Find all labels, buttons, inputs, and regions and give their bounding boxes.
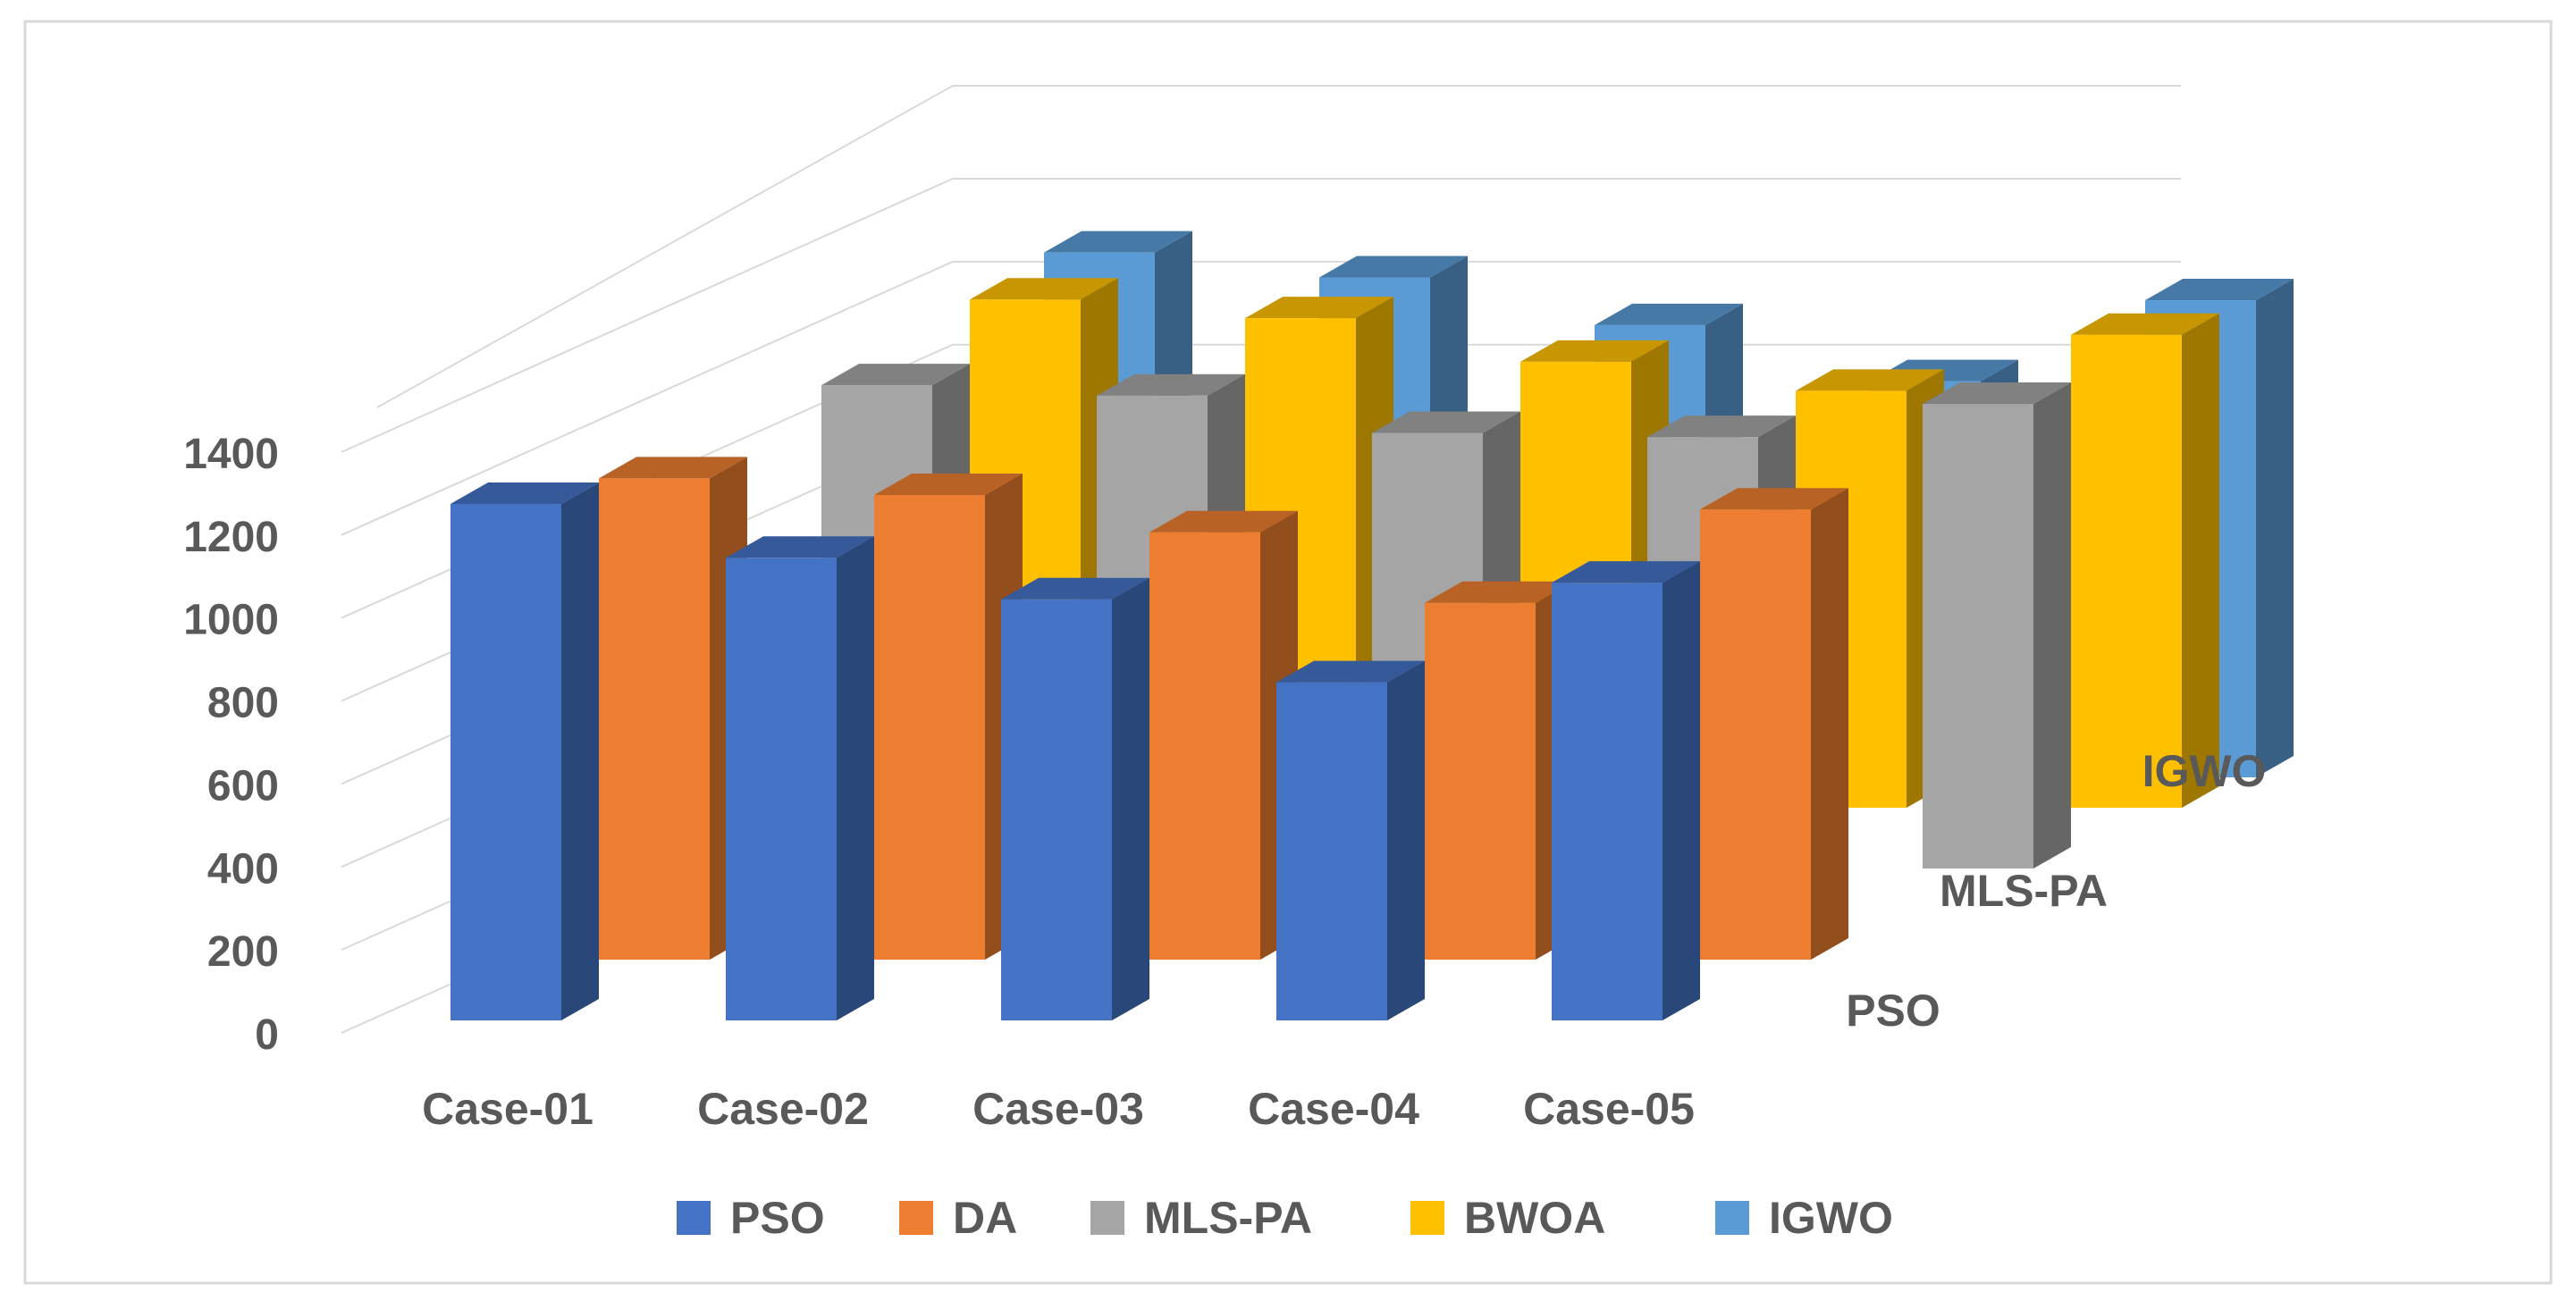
bar-top: [1647, 415, 1796, 438]
bar-top: [1044, 231, 1192, 253]
bar-da-case-02: [874, 473, 1023, 960]
legend: PSO DA MLS-PA BWOA IGWO: [677, 1193, 1893, 1243]
gridline-side: [341, 260, 954, 536]
x-tick-label: Case-04: [1248, 1084, 1419, 1134]
bar-top: [1595, 303, 1743, 325]
bar-front: [1001, 599, 1112, 1020]
bar-front: [1149, 532, 1260, 960]
legend-label: MLS-PA: [1144, 1193, 1312, 1243]
y-tick-label: 1000: [183, 597, 279, 644]
legend-item-bwoa: BWOA: [1410, 1193, 1605, 1243]
bar-side: [1112, 577, 1149, 1020]
legend-swatch: [899, 1201, 933, 1235]
x-tick-label: Case-02: [697, 1084, 869, 1134]
legend-label: PSO: [730, 1193, 825, 1243]
legend-label: DA: [953, 1193, 1017, 1243]
bar-front: [726, 558, 837, 1020]
bar-top: [599, 457, 747, 479]
depth-axis-label: MLS-PA: [1940, 866, 2108, 916]
bar-top: [1923, 382, 2071, 404]
y-axis-tick-labels: 0 200 400 600 800 1000 1200 1400: [183, 431, 279, 1059]
y-tick-label: 1400: [183, 431, 279, 478]
bar-top: [1319, 256, 1468, 278]
x-tick-label: Case-01: [422, 1084, 593, 1134]
bar-da-case-01: [599, 457, 747, 960]
bar-mls-pa-case-05: [1923, 382, 2071, 868]
bar-pso-case-01: [450, 482, 599, 1020]
bar-side: [2256, 279, 2294, 777]
bars: [450, 231, 2294, 1020]
bar-front: [874, 494, 985, 960]
x-tick-label: Case-05: [1523, 1084, 1695, 1134]
x-axis-tick-labels: Case-01 Case-02 Case-03 Case-04 Case-05: [422, 1084, 1695, 1134]
gridline-side: [376, 85, 954, 408]
bar-top: [1520, 340, 1669, 362]
bar-front: [1276, 682, 1387, 1020]
bar-top: [1149, 510, 1298, 533]
y-tick-label: 200: [207, 928, 279, 976]
bar-side: [2182, 313, 2219, 808]
y-tick-label: 0: [255, 1011, 279, 1059]
bar-top: [450, 482, 599, 504]
legend-item-da: DA: [899, 1193, 1017, 1243]
legend-label: IGWO: [1769, 1193, 1893, 1243]
bar-side: [1811, 488, 1848, 960]
bar-side: [837, 536, 874, 1020]
bar-side: [1387, 660, 1425, 1020]
bar-front: [599, 478, 710, 960]
bar-side: [2033, 382, 2071, 868]
bar-front: [1700, 509, 1811, 960]
bar-front: [450, 503, 561, 1020]
bar-pso-case-04: [1276, 660, 1425, 1020]
bar-top: [1372, 411, 1520, 433]
bar-top: [2071, 313, 2219, 335]
y-tick-label: 800: [207, 680, 279, 727]
bar-da-case-03: [1149, 510, 1298, 960]
bar-top: [726, 536, 874, 558]
bar-da-case-04: [1425, 581, 1573, 960]
legend-item-igwo: IGWO: [1715, 1193, 1893, 1243]
bar-top: [1276, 660, 1425, 683]
depth-axis-label: PSO: [1846, 986, 1940, 1036]
depth-axis-labels: PSO MLS-PA IGWO: [1846, 746, 2266, 1036]
depth-axis-label: IGWO: [2142, 746, 2267, 796]
bar-pso-case-05: [1552, 561, 1700, 1020]
legend-item-pso: PSO: [677, 1193, 825, 1243]
bar-side: [1663, 561, 1700, 1020]
bar-top: [874, 473, 1023, 495]
bar-front: [1923, 403, 2033, 868]
bar-side: [561, 482, 599, 1020]
bar-front: [1425, 602, 1536, 960]
bar-top: [1425, 581, 1573, 603]
bar-top: [2145, 279, 2294, 301]
bar-top: [1796, 369, 1944, 391]
y-tick-label: 1200: [183, 514, 279, 561]
bar-pso-case-03: [1001, 577, 1149, 1020]
bar-front: [1552, 583, 1663, 1020]
legend-swatch: [677, 1201, 711, 1235]
bar-top: [1001, 577, 1149, 600]
legend-label: BWOA: [1464, 1193, 1605, 1243]
bar-pso-case-02: [726, 536, 874, 1020]
legend-swatch: [1410, 1201, 1444, 1235]
bar-top: [1245, 297, 1393, 319]
bar-front: [2071, 334, 2182, 808]
legend-item-mls-pa: MLS-PA: [1090, 1193, 1312, 1243]
gridline-side: [341, 178, 954, 453]
bar-top: [1097, 373, 1245, 396]
bar-bwoa-case-05: [2071, 313, 2219, 808]
bar-da-case-05: [1700, 488, 1848, 960]
bar-top: [1552, 561, 1700, 583]
y-tick-label: 600: [207, 762, 279, 810]
legend-swatch: [1715, 1201, 1749, 1235]
y-tick-label: 400: [207, 845, 279, 893]
bar-top: [1700, 488, 1848, 510]
bar-top: [970, 278, 1118, 300]
legend-swatch: [1090, 1201, 1124, 1235]
x-tick-label: Case-03: [972, 1084, 1144, 1134]
bar-top: [821, 364, 970, 386]
